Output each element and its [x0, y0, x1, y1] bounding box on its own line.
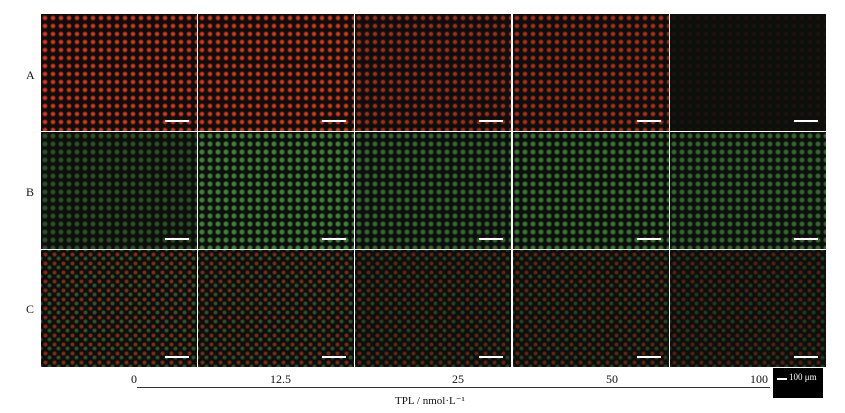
cell-texture	[669, 250, 826, 367]
axis-title: TPL / nmol·L⁻¹	[395, 395, 465, 407]
row-label: C	[26, 302, 35, 316]
cell-texture	[512, 250, 669, 367]
scale-bar	[322, 238, 347, 240]
scale-bar	[793, 356, 818, 358]
micrograph	[198, 14, 355, 131]
scale-bar-box: 100 μm	[773, 368, 823, 398]
scale-bar	[479, 356, 504, 358]
cell-texture	[198, 132, 355, 249]
scale-bar	[165, 120, 189, 122]
micrograph	[669, 250, 826, 367]
scale-bar	[165, 356, 189, 358]
scale-bar	[777, 378, 787, 380]
micrograph	[41, 250, 197, 367]
scale-bar	[322, 120, 347, 122]
cell-texture	[41, 250, 197, 367]
column-label: 0	[131, 372, 137, 386]
micrograph	[512, 14, 669, 131]
scale-bar	[479, 238, 504, 240]
cell-texture	[355, 14, 512, 131]
cell-texture	[512, 14, 669, 131]
cell-texture	[355, 250, 512, 367]
cell-texture	[669, 14, 826, 131]
micrograph	[669, 132, 826, 249]
micrograph	[512, 132, 669, 249]
scale-bar	[165, 238, 189, 240]
column-label: 100	[750, 372, 768, 386]
scale-bar	[793, 120, 818, 122]
column-label: 25	[452, 372, 464, 386]
micrograph	[41, 14, 197, 131]
cell-texture	[198, 14, 355, 131]
scale-bar	[636, 238, 661, 240]
scale-bar	[636, 120, 661, 122]
micrograph	[355, 132, 512, 249]
micrograph	[669, 14, 826, 131]
scale-bar	[793, 238, 818, 240]
scale-bar-label: 100 μm	[789, 372, 817, 382]
cell-texture	[198, 250, 355, 367]
cell-texture	[512, 132, 669, 249]
micrograph	[512, 250, 669, 367]
column-label: 50	[606, 372, 618, 386]
cell-texture	[41, 14, 197, 131]
scale-bar	[636, 356, 661, 358]
cell-texture	[355, 132, 512, 249]
micrograph	[355, 14, 512, 131]
column-label: 12.5	[270, 372, 291, 386]
scale-bar	[322, 356, 347, 358]
micrograph	[41, 132, 197, 249]
cell-texture	[669, 132, 826, 249]
micrograph	[198, 250, 355, 367]
row-label: A	[26, 68, 35, 82]
micrograph	[198, 132, 355, 249]
scale-bar	[479, 120, 504, 122]
axis-line	[137, 387, 770, 388]
cell-texture	[41, 132, 197, 249]
micrograph	[355, 250, 512, 367]
row-label: B	[26, 185, 35, 199]
